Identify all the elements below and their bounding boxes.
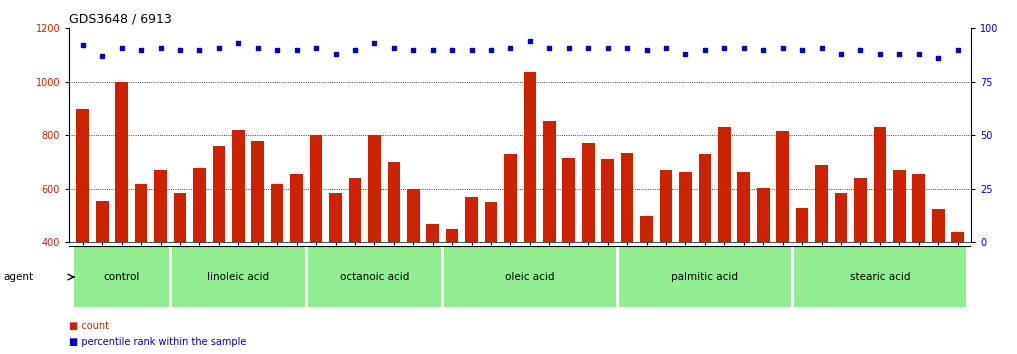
Bar [504,154,517,349]
Text: ■ percentile rank within the sample: ■ percentile rank within the sample [69,337,246,347]
Text: control: control [104,272,139,282]
Bar [816,165,828,349]
Text: linoleic acid: linoleic acid [207,272,270,282]
Bar [660,170,672,349]
Bar [601,160,614,349]
Bar [426,224,439,349]
Bar [465,197,478,349]
Text: oleic acid: oleic acid [505,272,554,282]
Bar [835,193,847,349]
Bar [407,189,420,349]
Bar [115,82,128,349]
Bar [485,202,497,349]
Bar [232,130,245,349]
Text: GDS3648 / 6913: GDS3648 / 6913 [69,13,172,26]
Text: palmitic acid: palmitic acid [671,272,738,282]
Bar [641,216,653,349]
Bar [73,246,170,308]
Bar [310,136,322,349]
Bar [442,246,617,308]
Bar [562,158,576,349]
Bar [893,170,905,349]
Bar [76,109,89,349]
Bar [795,208,809,349]
Bar [912,174,925,349]
Text: ■ count: ■ count [69,320,109,331]
Bar [171,246,306,308]
Text: agent: agent [3,272,34,282]
Bar [271,184,284,349]
Bar [543,121,555,349]
Text: octanoic acid: octanoic acid [340,272,409,282]
Bar [932,209,945,349]
Bar [387,162,400,349]
Bar [776,131,789,349]
Bar [757,188,770,349]
Bar [349,178,361,349]
Bar [213,146,225,349]
Bar [699,154,711,349]
Bar [582,143,595,349]
Bar [174,193,186,349]
Bar [307,246,442,308]
Bar [718,127,730,349]
Bar [155,170,167,349]
Bar [620,153,634,349]
Bar [251,141,264,349]
Bar [524,73,536,349]
Bar [330,193,342,349]
Text: stearic acid: stearic acid [849,272,910,282]
Bar [737,172,751,349]
Bar [617,246,792,308]
Bar [874,127,886,349]
Bar [951,232,964,349]
Bar [290,174,303,349]
Bar [793,246,967,308]
Bar [854,178,866,349]
Bar [96,201,109,349]
Bar [193,167,205,349]
Bar [368,136,380,349]
Bar [679,172,692,349]
Bar [135,184,147,349]
Bar [445,229,459,349]
